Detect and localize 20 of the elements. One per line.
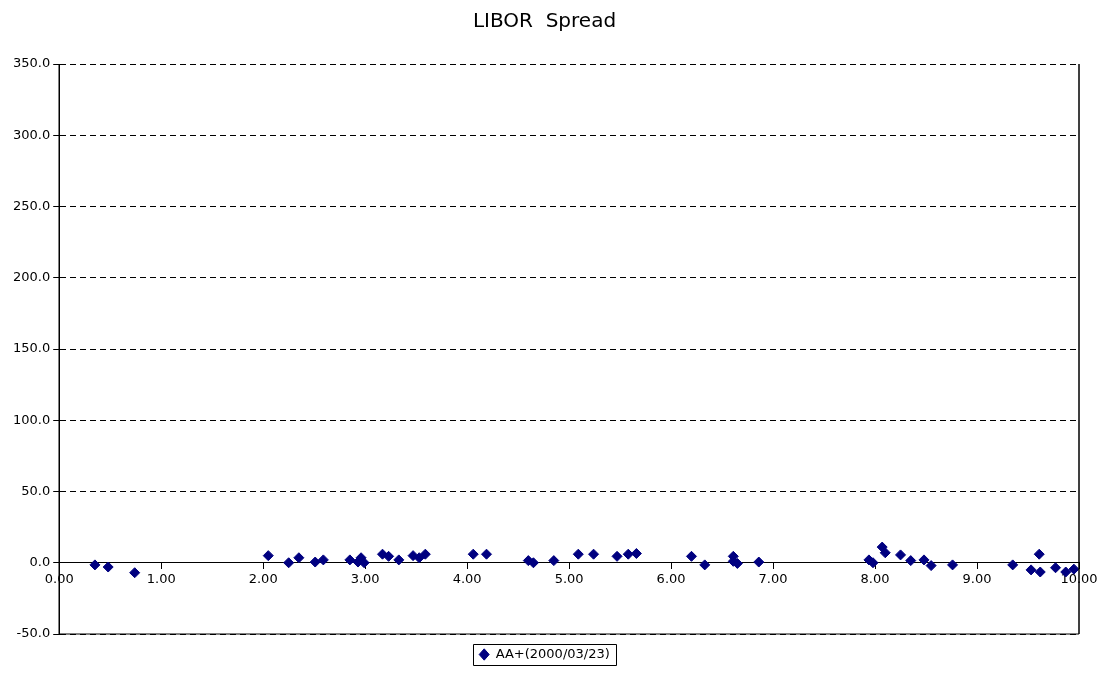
y-tick-label: 0.0 (29, 554, 51, 570)
legend-label: AA+(2000/03/23) (495, 645, 610, 661)
x-tick-label: 7.00 (758, 570, 788, 586)
y-tick-label: 250.0 (13, 197, 51, 213)
y-tick-label: 50.0 (21, 482, 51, 498)
y-tick-label: 200.0 (13, 269, 51, 285)
y-tick-label: 150.0 (13, 340, 51, 356)
y-tick-label: 100.0 (13, 411, 51, 427)
y-tick-label: -50.0 (16, 625, 51, 641)
x-tick-label: 1.00 (146, 570, 176, 586)
chart-title: LIBOR Spread (472, 8, 617, 33)
x-tick-label: 8.00 (860, 570, 890, 586)
x-tick-label: 9.00 (962, 570, 992, 586)
x-tick-label: 6.00 (656, 570, 686, 586)
x-tick-label: 2.00 (248, 570, 278, 586)
x-tick-label: 3.00 (350, 570, 380, 586)
y-tick-label: 300.0 (13, 126, 51, 142)
y-tick-label: 350.0 (13, 55, 51, 71)
x-tick-label: 4.00 (452, 570, 482, 586)
x-tick-label: 5.00 (554, 570, 584, 586)
